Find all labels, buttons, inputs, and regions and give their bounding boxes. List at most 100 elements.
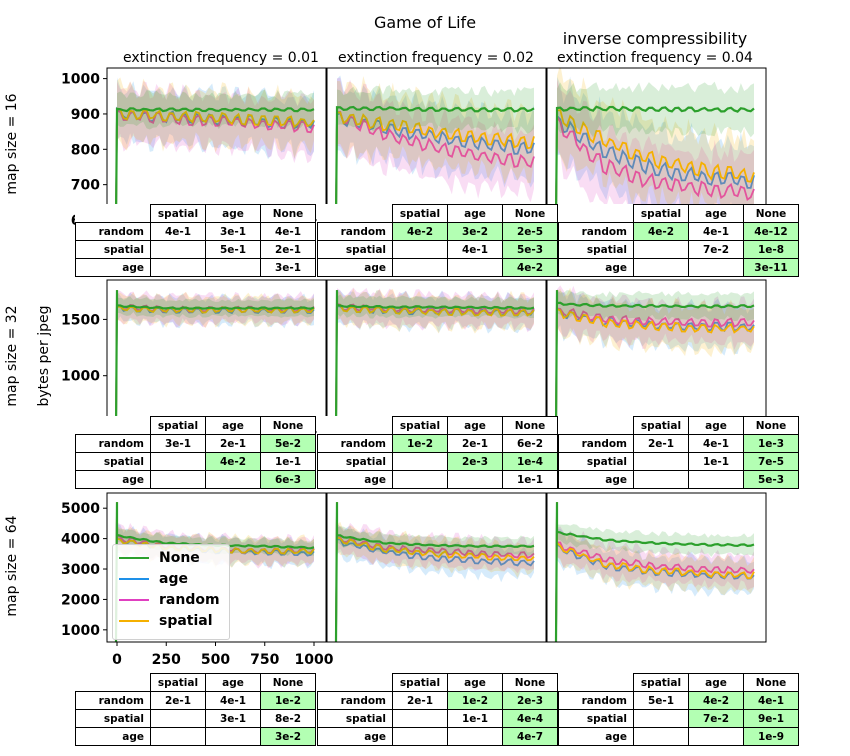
table-row-header: spatial — [558, 452, 634, 471]
table-col-header: age — [205, 204, 261, 223]
table-col-header: spatial — [392, 673, 448, 692]
table-cell: 4e-7 — [502, 727, 558, 746]
series-line-spatial — [335, 290, 535, 432]
table-row-header: spatial — [75, 452, 151, 471]
series-line-age — [335, 111, 535, 220]
band-age — [117, 77, 314, 160]
table-cell: 1e-9 — [743, 727, 799, 746]
table-col-header: None — [260, 673, 316, 692]
band-spatial — [557, 68, 754, 220]
table-row-header: age — [317, 470, 393, 489]
pvalue-table-r2-c1: spatial age None random 3e-1 2e-1 5e-2 spatial 4… — [75, 416, 316, 489]
table-cell — [205, 470, 261, 489]
table-row-header: spatial — [75, 240, 151, 259]
column-title-2: extinction frequency = 0.02 — [338, 50, 534, 66]
pvalue-table-r3-c3: spatial age None random 5e-1 4e-2 4e-1 spatial 7… — [558, 673, 799, 746]
table-col-header: None — [260, 204, 316, 223]
table-row-header: spatial — [317, 240, 393, 259]
table-cell: 5e-3 — [743, 470, 799, 489]
panel-r1-c2 — [326, 67, 547, 221]
table-cell: 1e-2 — [447, 691, 503, 710]
table-cell: 2e-1 — [260, 240, 316, 259]
table-row-header: random — [558, 222, 634, 241]
y-tick-label: 5000 — [61, 501, 100, 517]
table-cell: 3e-1 — [150, 434, 206, 453]
legend-item-spatial: spatial — [119, 611, 213, 631]
table-cell — [150, 709, 206, 728]
table-cell — [205, 258, 261, 277]
table-cell: 2e-3 — [447, 452, 503, 471]
table-cell: 4e-1 — [688, 222, 744, 241]
column-title-3: extinction frequency = 0.04 — [557, 50, 753, 66]
series-line-spatial — [335, 111, 535, 220]
table-cell: 2e-3 — [502, 691, 558, 710]
legend-swatch-none — [119, 557, 149, 559]
band-spatial — [117, 77, 314, 159]
table-cell: 4e-12 — [743, 222, 799, 241]
band-spatial — [117, 291, 314, 329]
legend-label-random: random — [159, 592, 220, 608]
table-cell: 4e-1 — [447, 240, 503, 259]
y-tick-label: 1000 — [61, 369, 100, 385]
band-age — [557, 528, 754, 597]
legend-swatch-random — [119, 599, 149, 601]
pvalue-table-r1-c1: spatial age None random 4e-1 3e-1 4e-1 spatial 5… — [75, 204, 316, 277]
table-cell: 1e-1 — [502, 470, 558, 489]
table-cell — [392, 452, 448, 471]
table-col-header: age — [688, 673, 744, 692]
table-col-header: age — [205, 416, 261, 435]
x-tick-label: 750 — [250, 652, 279, 668]
table-cell: 1e-3 — [743, 434, 799, 453]
table-col-header: None — [743, 673, 799, 692]
panel-frame — [546, 492, 767, 643]
table-cell: 5e-1 — [633, 691, 689, 710]
series-line-none — [334, 290, 535, 432]
pvalue-table-r3-c2: spatial age None random 2e-1 1e-2 2e-3 spatial 1… — [317, 673, 558, 746]
table-row-header: random — [558, 691, 634, 710]
table-row-header: spatial — [558, 709, 634, 728]
table-cell: 7e-2 — [688, 240, 744, 259]
series-line-age — [555, 113, 755, 220]
table-cell — [633, 240, 689, 259]
table-cell: 4e-2 — [205, 452, 261, 471]
table-row-header: age — [75, 727, 151, 746]
panel-r2-c2 — [326, 279, 547, 433]
legend-label-none: None — [159, 550, 200, 566]
right-column-title: inverse compressibility — [563, 29, 748, 48]
panel-frame — [106, 492, 327, 643]
series-line-random — [555, 113, 755, 220]
table-cell: 2e-1 — [392, 691, 448, 710]
y-tick-label: 900 — [71, 107, 100, 123]
table-col-header: age — [688, 204, 744, 223]
y-tick-label: 700 — [71, 178, 100, 194]
series-line-spatial — [555, 290, 755, 432]
legend: None age random spatial — [112, 544, 230, 640]
table-col-header: spatial — [392, 416, 448, 435]
table-cell: 4e-2 — [502, 258, 558, 277]
band-random — [337, 287, 534, 333]
legend-label-age: age — [159, 571, 188, 587]
series-line-none — [554, 290, 755, 432]
y-tick-label: 3000 — [61, 562, 100, 578]
table-cell: 4e-1 — [688, 434, 744, 453]
table-col-header: None — [502, 416, 558, 435]
y-tick-label: 1500 — [61, 312, 100, 328]
legend-item-none: None — [119, 548, 200, 568]
table-cell: 1e-1 — [260, 452, 316, 471]
table-row-header: random — [317, 691, 393, 710]
table-row-header: age — [75, 258, 151, 277]
band-spatial — [557, 529, 754, 596]
table-cell: 2e-1 — [447, 434, 503, 453]
table-cell: 5e-2 — [260, 434, 316, 453]
row-title-3: map size = 64 — [4, 515, 20, 616]
table-cell — [150, 452, 206, 471]
table-cell: 6e-2 — [502, 434, 558, 453]
table-cell: 1e-2 — [392, 434, 448, 453]
legend-swatch-age — [119, 578, 149, 580]
table-col-header: None — [743, 416, 799, 435]
table-cell: 2e-1 — [633, 434, 689, 453]
table-col-header: age — [447, 204, 503, 223]
table-cell — [392, 240, 448, 259]
table-col-header: spatial — [633, 673, 689, 692]
series-line-none — [334, 105, 535, 220]
